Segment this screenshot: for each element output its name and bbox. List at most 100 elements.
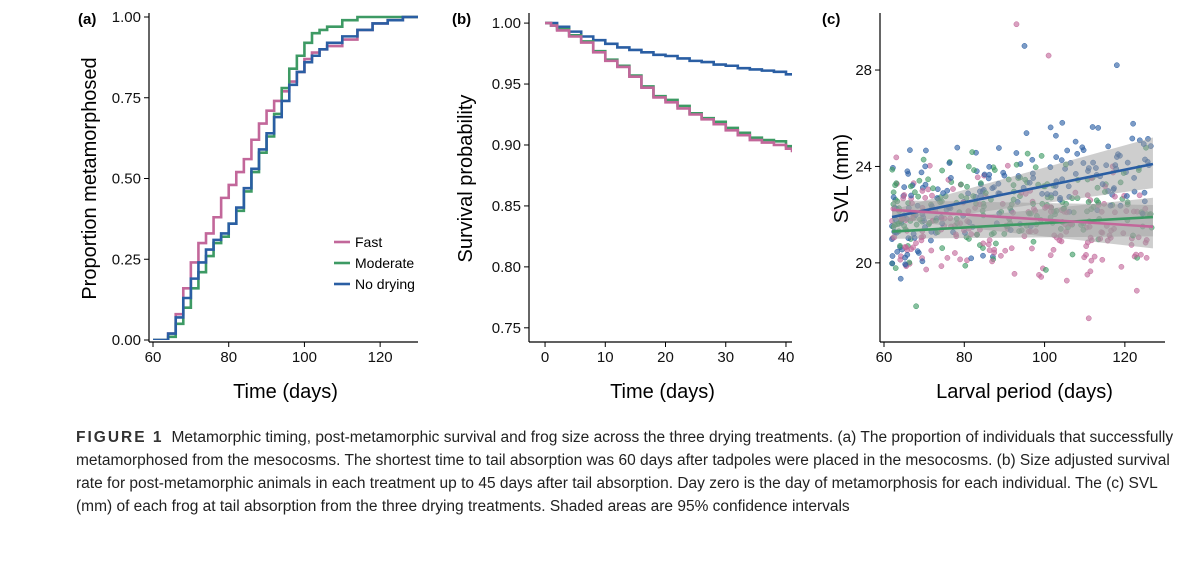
y-tick-label: 1.00 bbox=[112, 9, 141, 26]
scatter-point bbox=[889, 166, 896, 173]
scatter-point bbox=[1099, 256, 1106, 263]
scatter-point bbox=[939, 167, 945, 174]
scatter-point bbox=[1133, 287, 1140, 294]
legend: Fast Moderate No drying bbox=[334, 234, 415, 292]
scatter-point bbox=[919, 188, 926, 194]
scatter-point bbox=[901, 184, 908, 190]
scatter-point bbox=[1023, 130, 1030, 136]
panel-a: (a) 60 80 100 120 0.00 0.25 0.50 0.75 1.00 Time (d… bbox=[78, 9, 418, 403]
scatter-point bbox=[915, 193, 922, 200]
y-axis-title: SVL (mm) bbox=[831, 134, 853, 223]
scatter-point bbox=[1072, 138, 1079, 145]
plot-area bbox=[889, 21, 1155, 322]
scatter-point bbox=[903, 244, 909, 251]
scatter-point bbox=[1095, 125, 1102, 131]
scatter-point bbox=[914, 248, 921, 255]
fit-line-moderate bbox=[891, 215, 1154, 233]
y-axis-title: Survival probability bbox=[455, 95, 477, 263]
x-axis-title: Time (days) bbox=[610, 381, 715, 403]
scatter-point bbox=[964, 183, 970, 190]
scatter-point bbox=[892, 182, 898, 189]
scatter-point bbox=[1029, 156, 1036, 163]
y-tick-label: 0.25 bbox=[112, 251, 141, 268]
scatter-point bbox=[913, 240, 919, 246]
scatter-point bbox=[1063, 277, 1070, 284]
fit-line-fast bbox=[891, 208, 1154, 229]
scatter-point bbox=[1081, 254, 1088, 261]
series-line-no-drying bbox=[545, 21, 792, 76]
x-tick-label: 0 bbox=[541, 349, 549, 366]
scatter-point bbox=[985, 175, 992, 182]
scatter-point bbox=[965, 163, 972, 170]
scatter-point bbox=[1089, 124, 1096, 130]
scatter-point bbox=[1085, 315, 1092, 322]
scatter-point bbox=[958, 181, 964, 188]
scatter-point bbox=[1074, 150, 1081, 157]
scatter-point bbox=[908, 246, 915, 252]
scatter-point bbox=[930, 185, 936, 192]
scatter-point bbox=[1036, 272, 1042, 278]
scatter-point bbox=[991, 167, 998, 173]
x-tick-label: 120 bbox=[1112, 349, 1137, 366]
scatter-point bbox=[1053, 132, 1059, 139]
y-tick-label: 0.90 bbox=[492, 137, 521, 154]
plot-area bbox=[545, 21, 792, 153]
caption-text: Metamorphic timing, post-metamorphic sur… bbox=[76, 429, 1174, 515]
x-tick-label: 60 bbox=[876, 349, 893, 366]
scatter-point bbox=[1002, 247, 1009, 254]
scatter-point bbox=[1043, 267, 1049, 273]
legend-entry: No drying bbox=[355, 276, 415, 292]
scatter-point bbox=[912, 189, 918, 196]
scatter-point bbox=[1013, 150, 1020, 156]
scatter-point bbox=[1008, 245, 1015, 252]
scatter-point bbox=[920, 156, 927, 163]
scatter-point bbox=[962, 262, 969, 269]
scatter-point bbox=[926, 162, 933, 169]
scatter-point bbox=[1013, 161, 1020, 168]
scatter-point bbox=[934, 186, 941, 193]
scatter-point bbox=[1050, 246, 1057, 253]
scatter-point bbox=[1058, 238, 1065, 245]
scatter-point bbox=[1069, 251, 1076, 258]
scatter-point bbox=[1029, 245, 1035, 252]
y-tick-label: 0.75 bbox=[112, 90, 141, 107]
scatter-point bbox=[922, 163, 929, 170]
scatter-point bbox=[1021, 43, 1028, 49]
scatter-point bbox=[929, 192, 935, 199]
scatter-point bbox=[1091, 253, 1098, 260]
scatter-point bbox=[1058, 157, 1065, 163]
scatter-point bbox=[890, 194, 897, 201]
y-tick-label: 20 bbox=[855, 255, 872, 272]
x-axis-title: Time (days) bbox=[233, 381, 338, 403]
scatter-point bbox=[986, 247, 993, 254]
series-line-fast bbox=[545, 21, 792, 153]
y-tick-label: 0.75 bbox=[492, 320, 521, 337]
scatter-point bbox=[1129, 135, 1136, 142]
scatter-point bbox=[1004, 162, 1011, 169]
x-tick-label: 60 bbox=[145, 349, 162, 366]
scatter-point bbox=[1038, 153, 1045, 159]
scatter-point bbox=[968, 255, 975, 262]
figure-caption: FIGURE 1 Metamorphic timing, post-metamor… bbox=[76, 426, 1176, 518]
scatter-point bbox=[893, 154, 900, 161]
x-tick-label: 20 bbox=[657, 349, 674, 366]
panel-label: (a) bbox=[78, 11, 96, 28]
scatter-point bbox=[902, 254, 908, 261]
scatter-point bbox=[946, 160, 953, 166]
scatter-point bbox=[918, 169, 925, 176]
scatter-point bbox=[1088, 257, 1095, 264]
y-tick-label: 24 bbox=[855, 158, 872, 175]
scatter-point bbox=[928, 247, 935, 254]
scatter-point bbox=[957, 256, 963, 263]
y-tick-label: 0.00 bbox=[112, 332, 141, 349]
scatter-point bbox=[1047, 252, 1054, 259]
scatter-point bbox=[1138, 251, 1144, 258]
scatter-point bbox=[1112, 193, 1118, 200]
panel-label: (c) bbox=[822, 11, 840, 28]
scatter-point bbox=[1047, 124, 1054, 131]
scatter-point bbox=[980, 252, 986, 259]
x-tick-label: 80 bbox=[956, 349, 973, 366]
fit-line-no-drying bbox=[891, 162, 1154, 219]
x-tick-label: 100 bbox=[1032, 349, 1057, 366]
scatter-point bbox=[989, 258, 995, 265]
